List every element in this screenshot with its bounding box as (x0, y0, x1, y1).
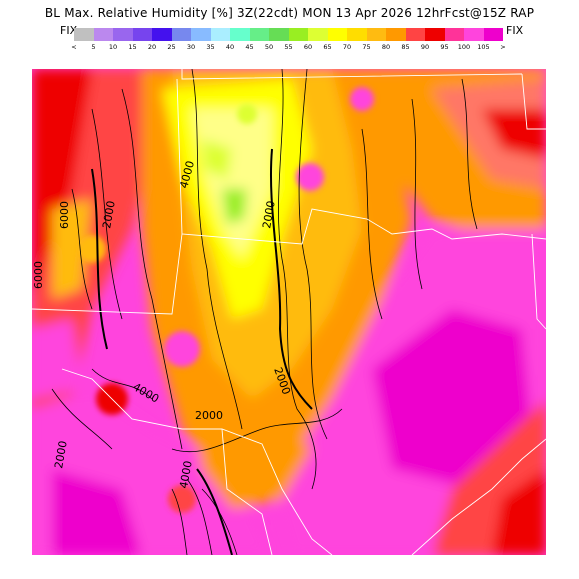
contour-label: 6000 (58, 201, 71, 229)
color-swatch-6[interactable] (191, 28, 211, 41)
map-title: BL Max. Relative Humidity [%] 3Z(22cdt) … (44, 6, 535, 20)
color-swatch-15[interactable] (366, 28, 386, 41)
contour-label: 2000 (52, 440, 70, 470)
fix-left-link[interactable]: FIX (60, 24, 78, 37)
political-boundaries (32, 69, 546, 555)
contour-label: 2000 (195, 409, 223, 422)
color-swatch-4[interactable] (152, 28, 172, 41)
color-swatch-17[interactable] (405, 28, 425, 41)
color-scale-tick: 35 (206, 43, 215, 51)
color-scale-tick: 20 (147, 43, 157, 51)
color-scale-tick: 105 (477, 43, 490, 51)
major-contours (91, 148, 313, 555)
color-scale-tick: < (71, 43, 77, 51)
color-scale-tick: 60 (303, 43, 313, 51)
elevation-contours (51, 69, 478, 555)
color-scale-tick: 25 (167, 43, 176, 51)
fix-right-link[interactable]: FIX (506, 24, 524, 37)
color-scale-tick: 75 (362, 43, 371, 51)
color-swatch-1[interactable] (93, 28, 113, 41)
color-swatch-14[interactable] (347, 28, 367, 41)
humidity-map[interactable]: 6000 2000 4000 2000 2000 2000 4000 2000 … (32, 69, 546, 555)
color-swatch-12[interactable] (308, 28, 328, 41)
color-scale-tick: > (500, 43, 506, 51)
color-swatch-9[interactable] (249, 28, 269, 41)
color-swatch-21[interactable] (483, 28, 503, 41)
color-scale-tick: 10 (108, 43, 118, 51)
color-swatch-16[interactable] (386, 28, 406, 41)
color-scale-tick: 50 (264, 43, 274, 51)
color-swatch-7[interactable] (210, 28, 230, 41)
color-swatch-0[interactable] (74, 28, 94, 41)
color-swatch-10[interactable] (269, 28, 289, 41)
color-swatch-20[interactable] (464, 28, 484, 41)
color-swatch-13[interactable] (327, 28, 347, 41)
color-scale-tick: 70 (342, 43, 352, 51)
color-scale-tick: 80 (381, 43, 391, 51)
contour-label: 6000 (32, 261, 45, 289)
color-swatch-2[interactable] (113, 28, 133, 41)
color-swatch-5[interactable] (171, 28, 191, 41)
color-swatch-19[interactable] (444, 28, 464, 41)
color-scale-tick: 30 (186, 43, 196, 51)
color-scale-bar (74, 28, 503, 41)
color-scale-tick: 100 (457, 43, 471, 51)
color-scale-tick: 5 (91, 43, 96, 51)
color-scale-tick: 85 (401, 43, 410, 51)
color-scale-tick: 45 (245, 43, 254, 51)
color-scale-tick: 65 (323, 43, 332, 51)
color-scale-tick: 55 (284, 43, 293, 51)
contour-label: 2000 (260, 200, 278, 230)
color-scale-tick: 90 (420, 43, 430, 51)
color-scale-tick: 95 (440, 43, 449, 51)
contour-label: 4000 (177, 460, 195, 490)
color-swatch-8[interactable] (230, 28, 250, 41)
color-swatch-3[interactable] (132, 28, 152, 41)
color-scale-tick: 40 (225, 43, 235, 51)
color-scale-tick: 15 (128, 43, 137, 51)
color-swatch-11[interactable] (288, 28, 308, 41)
contour-label: 2000 (100, 200, 118, 230)
color-swatch-18[interactable] (425, 28, 445, 41)
